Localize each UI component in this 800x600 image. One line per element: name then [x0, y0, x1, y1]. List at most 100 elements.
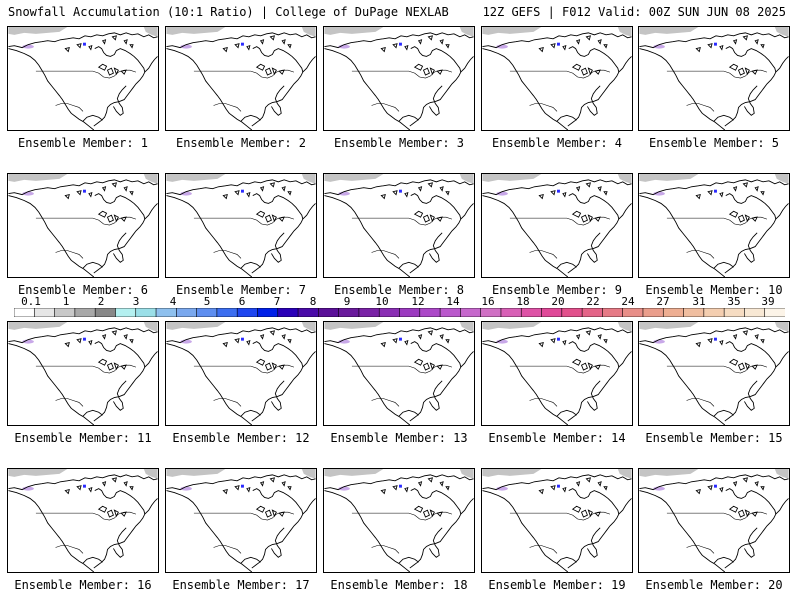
map-lakes [64, 477, 134, 518]
sea-ice-area [8, 469, 68, 477]
sea-ice-area [482, 469, 542, 477]
map-lakes [380, 182, 450, 223]
map-coastline [639, 179, 789, 277]
ensemble-member-label: Ensemble Member: 16 [14, 578, 152, 592]
ensemble-member-label: Ensemble Member: 15 [645, 431, 783, 445]
colorbar-swatch [439, 308, 461, 317]
map-coastline [166, 327, 316, 425]
ensemble-member-label: Ensemble Member: 13 [330, 431, 468, 445]
sea-ice-area [143, 174, 158, 184]
map-lakes [538, 330, 608, 371]
sea-ice-area [301, 469, 316, 479]
snowfall-area [399, 42, 402, 46]
ensemble-map-panel [323, 173, 475, 278]
ensemble-map-panel [165, 468, 317, 573]
colorbar-tick-label: 5 [203, 295, 211, 308]
colorbar-tick-label: 22 [586, 295, 600, 308]
colorbar-tick-label: 20 [551, 295, 565, 308]
snowfall-colorbar [14, 308, 785, 317]
snowfall-area [241, 337, 244, 341]
colorbar-swatch [622, 308, 644, 317]
ensemble-member-label: Ensemble Member: 6 [17, 283, 149, 297]
sea-ice-area [459, 322, 474, 332]
sea-ice-area [617, 174, 632, 184]
snowfall-area [241, 484, 244, 488]
map-lakes [64, 330, 134, 371]
ensemble-member-label: Ensemble Member: 17 [172, 578, 310, 592]
colorbar-tick-label: 2 [97, 295, 105, 308]
ensemble-member-label: Ensemble Member: 7 [175, 283, 307, 297]
ensemble-member-label: Ensemble Member: 12 [172, 431, 310, 445]
snowfall-area [83, 484, 86, 488]
colorbar-tick-label: 24 [621, 295, 635, 308]
sea-ice-area [639, 27, 699, 35]
colorbar-swatch [500, 308, 522, 317]
map-coastline [324, 179, 474, 277]
sea-ice-area [459, 174, 474, 184]
colorbar-swatch [662, 308, 685, 317]
ensemble-map-panel [323, 321, 475, 426]
colorbar-swatch [33, 308, 56, 317]
colorbar-tick-label: 16 [481, 295, 495, 308]
map-lakes [380, 35, 450, 76]
colorbar-tick-label: 27 [656, 295, 670, 308]
ensemble-map-panel [165, 26, 317, 131]
ensemble-map-panel [7, 26, 159, 131]
colorbar-swatch [602, 308, 624, 317]
colorbar-tick-label: 6 [238, 295, 246, 308]
snowfall-area [714, 337, 717, 341]
colorbar-swatch [520, 308, 543, 317]
colorbar-tick-label: 9 [343, 295, 351, 308]
sea-ice-area [482, 27, 542, 35]
colorbar-swatch [581, 308, 603, 317]
sea-ice-area [774, 322, 789, 332]
run-valid-time: 12Z GEFS | F012 Valid: 00Z SUN JUN 08 20… [482, 5, 786, 19]
sea-ice-area [166, 174, 226, 182]
sea-ice-area [482, 174, 542, 182]
snowfall-area [557, 484, 560, 488]
sea-ice-area [301, 322, 316, 332]
ensemble-map-panel [481, 321, 633, 426]
colorbar-tick-label: 8 [309, 295, 317, 308]
ensemble-member-label: Ensemble Member: 1 [17, 136, 149, 150]
colorbar-tick-label: 39 [761, 295, 775, 308]
sea-ice-area [143, 27, 158, 37]
ensemble-map-panel [638, 468, 790, 573]
colorbar-tick-label: 35 [727, 295, 741, 308]
snowfall-area [399, 189, 402, 193]
map-coastline [639, 32, 789, 130]
colorbar-swatch [236, 308, 259, 317]
snowfall-area [557, 42, 560, 46]
ensemble-member-label: Ensemble Member: 19 [488, 578, 626, 592]
colorbar-swatch [54, 308, 76, 317]
colorbar-swatch [74, 308, 96, 317]
sea-ice-area [459, 27, 474, 37]
ensemble-member-label: Ensemble Member: 11 [14, 431, 152, 445]
ensemble-member-label: Ensemble Member: 4 [491, 136, 623, 150]
ensemble-member-label: Ensemble Member: 3 [333, 136, 465, 150]
map-lakes [695, 477, 765, 518]
snowfall-area [83, 42, 86, 46]
colorbar-swatch [94, 308, 117, 317]
ensemble-map-panel [481, 26, 633, 131]
colorbar-swatch [297, 308, 319, 317]
colorbar-tick-label: 7 [273, 295, 281, 308]
sea-ice-area [166, 469, 226, 477]
ensemble-member-label: Ensemble Member: 14 [488, 431, 626, 445]
sea-ice-area [774, 174, 789, 184]
map-coastline [8, 474, 158, 572]
ensemble-map-panel [7, 321, 159, 426]
colorbar-tick-label: 12 [411, 295, 425, 308]
sea-ice-area [8, 174, 68, 182]
colorbar-tick-label: 14 [446, 295, 460, 308]
colorbar-swatch [399, 308, 421, 317]
sea-ice-area [639, 469, 699, 477]
map-coastline [482, 327, 632, 425]
colorbar-tick-label: 1 [62, 295, 70, 308]
colorbar-swatch [216, 308, 238, 317]
sea-ice-area [324, 469, 384, 477]
sea-ice-area [482, 322, 542, 330]
map-lakes [380, 330, 450, 371]
colorbar-tick-label: 3 [132, 295, 140, 308]
ensemble-map-panel [165, 173, 317, 278]
